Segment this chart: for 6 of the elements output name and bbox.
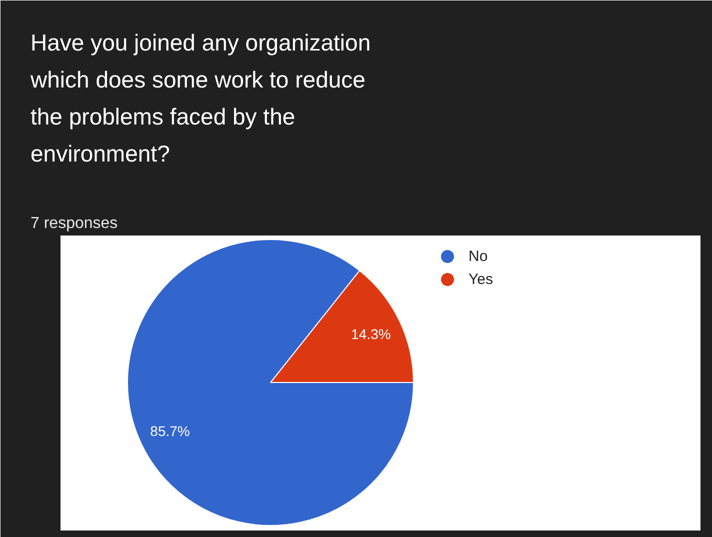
chart-title: Have you joined any organization which does some work to reduce the problems faced by the environment? xyxy=(30,30,371,166)
chart-subtitle: 7 responses xyxy=(30,215,118,232)
legend-label: No xyxy=(468,248,488,265)
data-label: 14.3% xyxy=(351,326,391,342)
legend-label: Yes xyxy=(468,271,493,288)
data-label: 85.7% xyxy=(150,422,190,439)
